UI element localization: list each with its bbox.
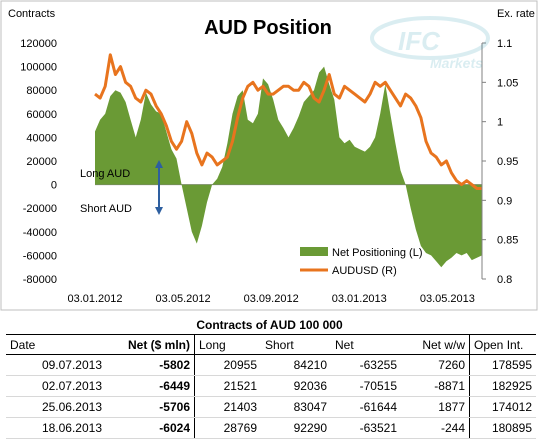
col-header-net-ww: Net w/w	[401, 334, 470, 355]
chart-title: AUD Position	[204, 17, 332, 39]
y-left-tick-label: -20000	[23, 203, 57, 215]
table-cell: -63255	[331, 354, 401, 376]
x-tick-label: 03.05.2013	[420, 293, 475, 305]
table-cell: -6024	[106, 417, 195, 439]
table-cell: 21403	[194, 396, 261, 418]
y-left-tick-label: 20000	[26, 156, 57, 168]
y-left-tick-label: -60000	[23, 250, 57, 262]
table-cell: 1877	[401, 396, 470, 418]
y-left-axis-label: Contracts	[8, 8, 56, 20]
table-cell: 92036	[261, 375, 331, 397]
table-cell: 92290	[261, 417, 331, 439]
col-header-open-int: Open Int.	[469, 334, 536, 355]
y-left-tick-label: 120000	[20, 38, 57, 50]
legend-label-net: Net Positioning (L)	[332, 247, 423, 259]
table-cell: 84210	[261, 354, 331, 376]
table-row: 09.07.2013 -5802 20955 84210 -63255 7260 17859…	[6, 354, 536, 376]
y-left-tick-label: -40000	[23, 227, 57, 239]
y-left-tick-label: 100000	[20, 62, 57, 74]
cot-table: Date Net ($ mln) Long Short Net Net w/w …	[6, 334, 536, 439]
table-cell: 20955	[194, 354, 261, 376]
table-title: Contracts of AUD 100 000	[196, 318, 343, 332]
col-header-net-mln: Net ($ mln)	[106, 334, 195, 355]
x-axis-ticks: 03.01.2012 03.05.2012 03.09.2012 03.01.2013…	[67, 293, 474, 305]
left-axis-ticks: 120000 100000 80000 60000 40000 20000 0 -20000 -…	[20, 38, 57, 286]
table-cell: 174012	[469, 396, 536, 418]
y-right-tick-label: 0.9	[497, 195, 512, 207]
table-cell: -70515	[331, 375, 401, 397]
y-right-axis-label: Ex. rate	[497, 8, 535, 20]
table-cell: -244	[401, 417, 470, 439]
legend: Net Positioning (L) AUDUSD (R)	[300, 247, 423, 277]
x-tick-label: 03.01.2013	[332, 293, 387, 305]
col-header-date: Date	[6, 334, 106, 355]
col-header-long: Long	[194, 334, 261, 355]
y-left-tick-label: 40000	[26, 132, 57, 144]
table-row: 02.07.2013 -6449 21521 92036 -70515 -8871 1829…	[6, 375, 536, 397]
y-right-tick-label: 1	[497, 117, 503, 129]
y-right-tick-label: 1.1	[497, 38, 512, 50]
table-cell: -6449	[106, 375, 195, 397]
svg-text:IFC: IFC	[398, 26, 441, 56]
ifc-markets-logo: IFC Markets	[370, 16, 490, 71]
chart-panel: 120000 100000 80000 60000 40000 20000 0 -20000 -…	[0, 0, 538, 311]
y-left-tick-label: -80000	[23, 274, 57, 286]
short-aud-label: Short AUD	[80, 203, 132, 215]
table-cell: -8871	[401, 375, 470, 397]
chart-svg: 120000 100000 80000 60000 40000 20000 0 -20000 -…	[0, 0, 538, 311]
table-cell: 02.07.2013	[6, 375, 106, 397]
long-short-arrow	[155, 160, 163, 215]
table-cell: 25.06.2013	[6, 396, 106, 418]
svg-text:Markets: Markets	[430, 55, 483, 71]
cot-table-section: Contracts of AUD 100 000 Date Net ($ mln…	[0, 317, 539, 439]
col-header-short: Short	[261, 334, 331, 355]
table-header-row: Date Net ($ mln) Long Short Net Net w/w …	[6, 334, 536, 355]
y-left-tick-label: 80000	[26, 85, 57, 97]
table-body: 09.07.2013 -5802 20955 84210 -63255 7260 17859…	[6, 354, 536, 439]
table-cell: 7260	[401, 354, 470, 376]
col-header-net: Net	[331, 334, 401, 355]
x-tick-label: 03.01.2012	[67, 293, 122, 305]
audusd-line	[94, 53, 482, 190]
table-cell: -63521	[331, 417, 401, 439]
y-right-tick-label: 1.05	[497, 77, 518, 89]
table-cell: 18.06.2013	[6, 417, 106, 439]
line-layer	[94, 53, 482, 190]
y-left-tick-label: 60000	[26, 109, 57, 121]
y-right-tick-label: 0.95	[497, 156, 518, 168]
legend-label-audusd: AUDUSD (R)	[332, 265, 397, 277]
net-positioning-area	[95, 66, 482, 268]
legend-swatch-net	[300, 247, 328, 256]
table-cell: 180895	[469, 417, 536, 439]
table-cell: -5802	[106, 354, 195, 376]
table-cell: 21521	[194, 375, 261, 397]
table-cell: 182925	[469, 375, 536, 397]
y-right-tick-label: 0.85	[497, 235, 518, 247]
long-aud-label: Long AUD	[80, 168, 130, 180]
table-cell: 09.07.2013	[6, 354, 106, 376]
table-cell: 178595	[469, 354, 536, 376]
x-tick-label: 03.09.2012	[244, 293, 299, 305]
table-cell: 28769	[194, 417, 261, 439]
table-row: 25.06.2013 -5706 21403 83047 -61644 1877 17401…	[6, 396, 536, 418]
x-tick-label: 03.05.2012	[156, 293, 211, 305]
y-right-tick-label: 0.8	[497, 274, 512, 286]
table-cell: 83047	[261, 396, 331, 418]
right-axis-ticks: 1.1 1.05 1 0.95 0.9 0.85 0.8	[481, 38, 518, 286]
area-layer	[95, 66, 482, 268]
table-cell: -61644	[331, 396, 401, 418]
table-row: 18.06.2013 -6024 28769 92290 -63521 -244 18089…	[6, 417, 536, 439]
y-left-tick-label: 0	[51, 180, 57, 192]
table-cell: -5706	[106, 396, 195, 418]
